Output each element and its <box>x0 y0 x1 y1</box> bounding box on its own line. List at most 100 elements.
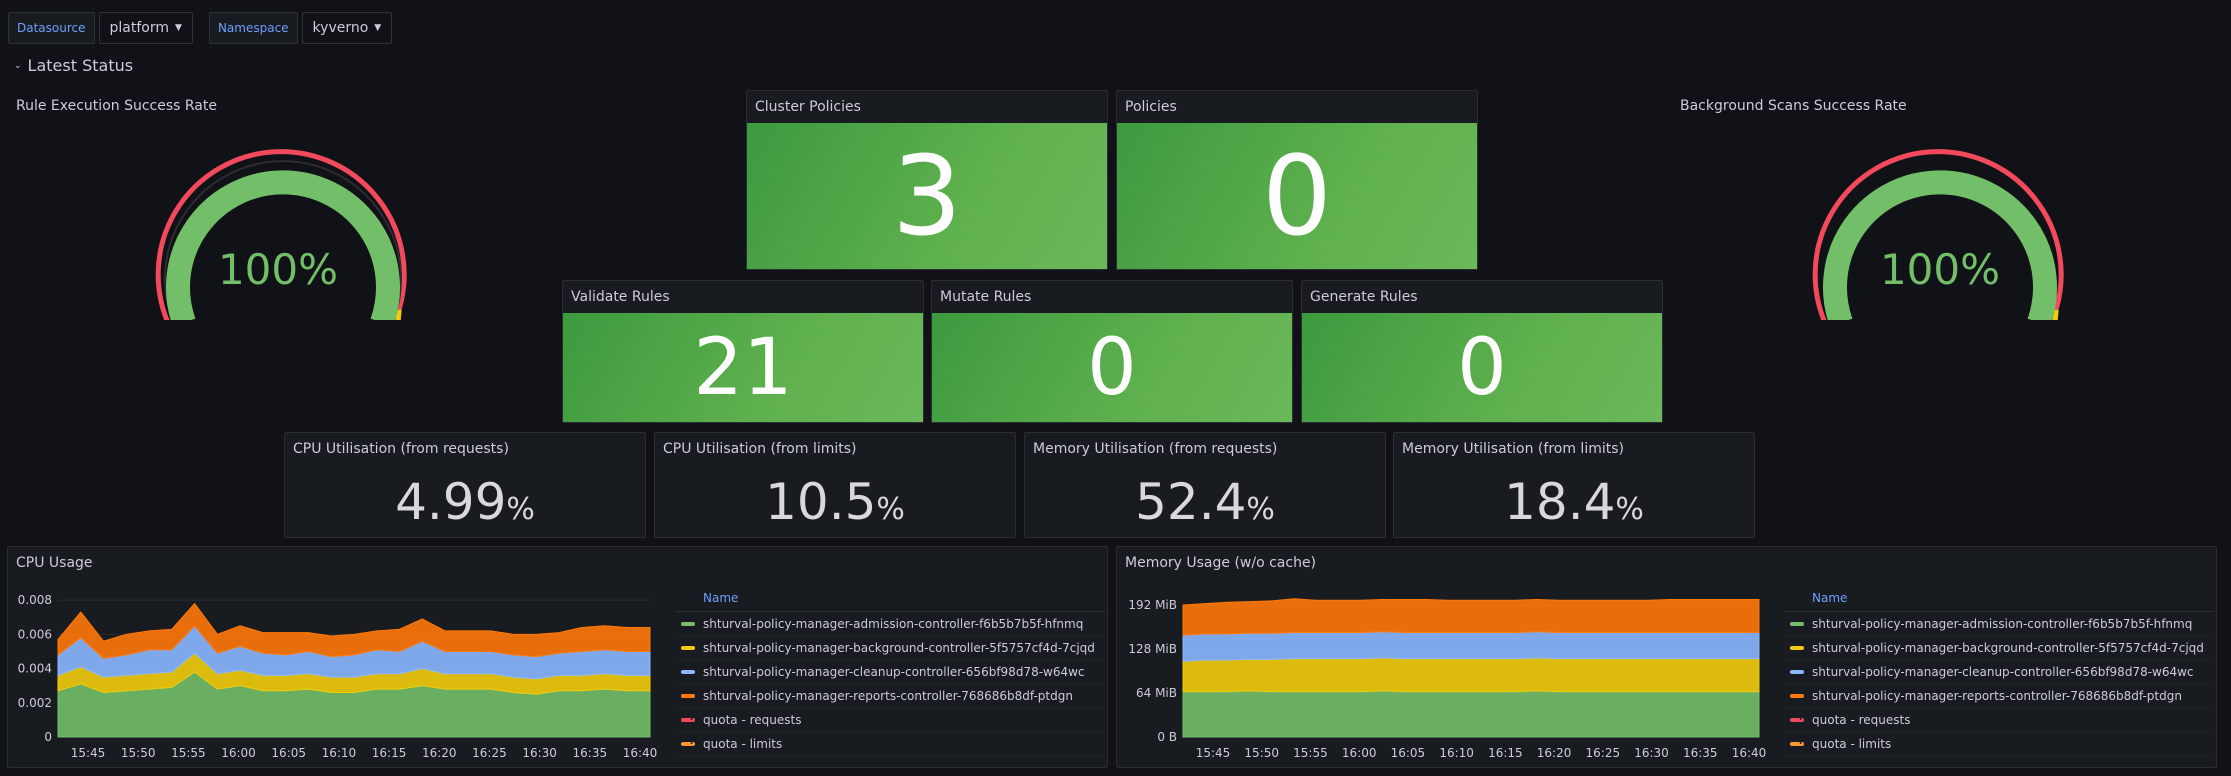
legend-label: shturval-policy-manager-background-contr… <box>1812 640 2204 655</box>
stat-generate-rules: Generate Rules 0 <box>1301 280 1663 423</box>
stat-value: 21 <box>693 322 793 413</box>
legend-label: shturval-policy-manager-reports-controll… <box>703 688 1073 703</box>
util-number: 52.4 <box>1135 473 1247 531</box>
y-tick-label: 192 MiB <box>1128 598 1177 612</box>
legend-label: shturval-policy-manager-admission-contro… <box>703 616 1084 631</box>
x-tick-label: 16:40 <box>1732 746 1767 760</box>
legend-label: shturval-policy-manager-cleanup-controll… <box>1812 664 2194 679</box>
legend-label: quota - limits <box>703 736 783 751</box>
gauge-value: 100% <box>1880 245 2000 294</box>
x-tick-label: 16:10 <box>322 746 357 760</box>
stat-value: 0 <box>1087 322 1137 413</box>
legend-item[interactable]: shturval-policy-manager-admission-contro… <box>1784 612 2214 636</box>
x-tick-label: 16:25 <box>1586 746 1621 760</box>
legend-header[interactable]: Name <box>1784 587 2214 612</box>
stat-memory-util-limits: Memory Utilisation (from limits) 18.4% <box>1393 432 1755 538</box>
legend-label: shturval-policy-manager-reports-controll… <box>1812 688 2182 703</box>
legend-item[interactable]: quota - requests <box>1784 708 2214 732</box>
legend-label: shturval-policy-manager-admission-contro… <box>1812 616 2193 631</box>
util-unit: % <box>506 492 535 527</box>
gauge-track <box>164 160 402 320</box>
y-tick-label: 0.008 <box>18 593 52 607</box>
cpu-usage-chart: 0 0.002 0.004 0.006 0.008 15:45 15:50 15:55 16:0… <box>18 593 658 760</box>
chevron-down-icon: ▼ <box>374 23 382 33</box>
x-tick-label: 16:30 <box>1634 746 1669 760</box>
y-tick-label: 128 MiB <box>1128 642 1177 656</box>
legend-item[interactable]: shturval-policy-manager-reports-controll… <box>675 684 1105 708</box>
x-tick-label: 15:45 <box>71 746 106 760</box>
panel-title: Rule Execution Success Rate <box>16 98 217 114</box>
datasource-select[interactable]: platform ▼ <box>98 12 193 44</box>
legend-item[interactable]: quota - limits <box>1784 732 2214 756</box>
gauge-threshold-red <box>1812 149 2064 320</box>
stat-memory-util-requests: Memory Utilisation (from requests) 52.4% <box>1024 432 1386 538</box>
x-tick-label: 16:10 <box>1439 746 1474 760</box>
x-tick-label: 16:25 <box>472 746 507 760</box>
legend-header[interactable]: Name <box>675 587 1105 612</box>
panel-title: Validate Rules <box>571 289 670 305</box>
stat-cpu-util-limits: CPU Utilisation (from limits) 10.5% <box>654 432 1016 538</box>
panel-title: Generate Rules <box>1310 289 1418 305</box>
util-number: 18.4 <box>1504 473 1616 531</box>
util-number: 4.99 <box>395 473 507 531</box>
namespace-value: kyverno <box>312 20 369 36</box>
legend-item[interactable]: quota - limits <box>675 732 1105 756</box>
legend-item[interactable]: shturval-policy-manager-background-contr… <box>675 636 1105 660</box>
stat-validate-rules: Validate Rules 21 <box>562 280 924 423</box>
panel-title: Mutate Rules <box>940 289 1032 305</box>
row-toggle-latest-status[interactable]: ⌄ Latest Status <box>14 56 133 75</box>
x-tick-label: 16:15 <box>372 746 407 760</box>
gauge-panel-rule-execution: Rule Execution Success Rate 100% <box>8 90 548 320</box>
x-tick-label: 15:55 <box>171 746 206 760</box>
series-area <box>57 602 651 659</box>
namespace-variable: Namespace kyverno ▼ <box>208 12 393 44</box>
stat-background: 0 <box>1302 313 1662 422</box>
gauge-rule-execution: 100% <box>155 149 407 320</box>
y-tick-label: 0.006 <box>18 627 52 641</box>
x-tick-label: 15:55 <box>1293 746 1328 760</box>
series-area <box>1182 690 1760 738</box>
cpu-usage-panel: CPU Usage 0 0.002 0.004 0.006 0.008 15:45 15:5… <box>7 546 1108 768</box>
x-tick-label: 15:50 <box>121 746 156 760</box>
gauge-threshold-yellow <box>395 309 402 320</box>
legend-item[interactable]: quota - requests <box>675 708 1105 732</box>
legend-item[interactable]: shturval-policy-manager-reports-controll… <box>1784 684 2214 708</box>
stat-cluster-policies: Cluster Policies 3 <box>746 90 1108 270</box>
panel-title: Background Scans Success Rate <box>1680 98 1907 114</box>
stat-background: 0 <box>932 313 1292 422</box>
legend-swatch <box>681 717 695 722</box>
x-tick-label: 16:40 <box>623 746 658 760</box>
chevron-down-icon: ▼ <box>175 23 182 33</box>
stat-value: 18.4% <box>1394 473 1754 531</box>
namespace-select[interactable]: kyverno ▼ <box>301 12 393 44</box>
panel-title: CPU Utilisation (from limits) <box>663 441 857 457</box>
memory-usage-chart: 0 B 64 MiB 128 MiB 192 MiB 15:45 15:50 15:55 16… <box>1128 598 1767 760</box>
legend-item[interactable]: shturval-policy-manager-admission-contro… <box>675 612 1105 636</box>
gauge-background-scans: 100% <box>1812 149 2064 320</box>
stat-value: 0 <box>1457 322 1507 413</box>
util-number: 10.5 <box>765 473 877 531</box>
legend-swatch <box>681 741 695 746</box>
stat-value: 10.5% <box>655 473 1015 531</box>
gauge-fill <box>166 170 400 320</box>
legend-swatch <box>681 621 695 626</box>
legend-swatch <box>1790 741 1804 746</box>
stat-background: 21 <box>563 313 923 422</box>
x-tick-label: 16:20 <box>1537 746 1572 760</box>
legend-swatch <box>1790 669 1804 674</box>
legend-swatch <box>681 693 695 698</box>
x-tick-label: 16:30 <box>522 746 557 760</box>
legend-swatch <box>1790 621 1804 626</box>
legend-swatch <box>1790 693 1804 698</box>
legend-item[interactable]: shturval-policy-manager-background-contr… <box>1784 636 2214 660</box>
stat-value: 3 <box>892 132 962 260</box>
panel-title: Memory Utilisation (from limits) <box>1402 441 1624 457</box>
panel-title: CPU Usage <box>16 555 93 571</box>
legend-item[interactable]: shturval-policy-manager-cleanup-controll… <box>1784 660 2214 684</box>
legend-item[interactable]: shturval-policy-manager-cleanup-controll… <box>675 660 1105 684</box>
stat-value: 4.99% <box>285 473 645 531</box>
namespace-label: Namespace <box>208 12 298 44</box>
y-tick-label: 0.002 <box>18 696 52 710</box>
series-area <box>1182 598 1760 636</box>
legend-swatch <box>1790 717 1804 722</box>
